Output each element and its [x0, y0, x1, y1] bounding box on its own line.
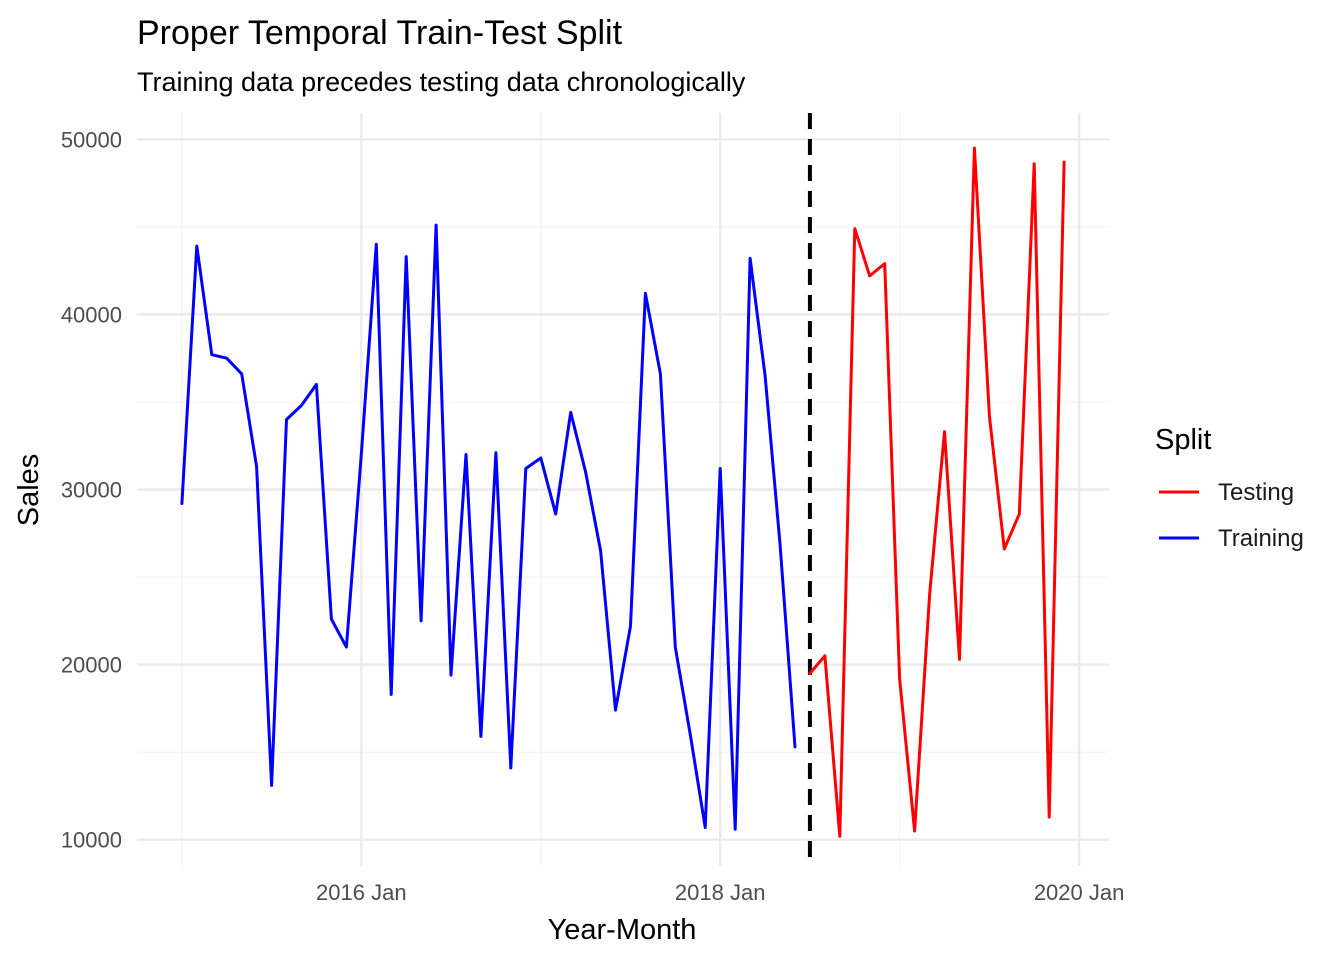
chart-title: Proper Temporal Train-Test Split	[137, 14, 623, 52]
y-tick-label: 40000	[61, 302, 122, 327]
legend-label-training: Training	[1218, 525, 1304, 552]
series-line-training	[180, 223, 797, 831]
x-tick-label: 2016 Jan	[316, 880, 407, 905]
y-tick-label: 20000	[61, 653, 122, 678]
series-layer	[180, 146, 1066, 838]
y-tick-label: 50000	[61, 127, 122, 152]
chart-subtitle: Training data precedes testing data chro…	[137, 67, 746, 97]
x-tick-label: 2018 Jan	[675, 880, 766, 905]
y-tick-label: 10000	[61, 828, 122, 853]
legend: Split Testing Training	[1155, 424, 1304, 552]
x-tick-label: 2020 Jan	[1034, 880, 1125, 905]
legend-title: Split	[1155, 424, 1211, 456]
y-axis-title: Sales	[13, 454, 45, 527]
x-axis-title: Year-Month	[548, 914, 697, 946]
legend-label-testing: Testing	[1218, 479, 1294, 506]
y-tick-label: 30000	[61, 478, 122, 503]
x-axis-ticks: 2016 Jan 2018 Jan 2020 Jan	[316, 880, 1124, 905]
series-line-testing	[808, 146, 1066, 838]
y-axis-ticks: 10000 20000 30000 40000 50000	[61, 127, 122, 852]
